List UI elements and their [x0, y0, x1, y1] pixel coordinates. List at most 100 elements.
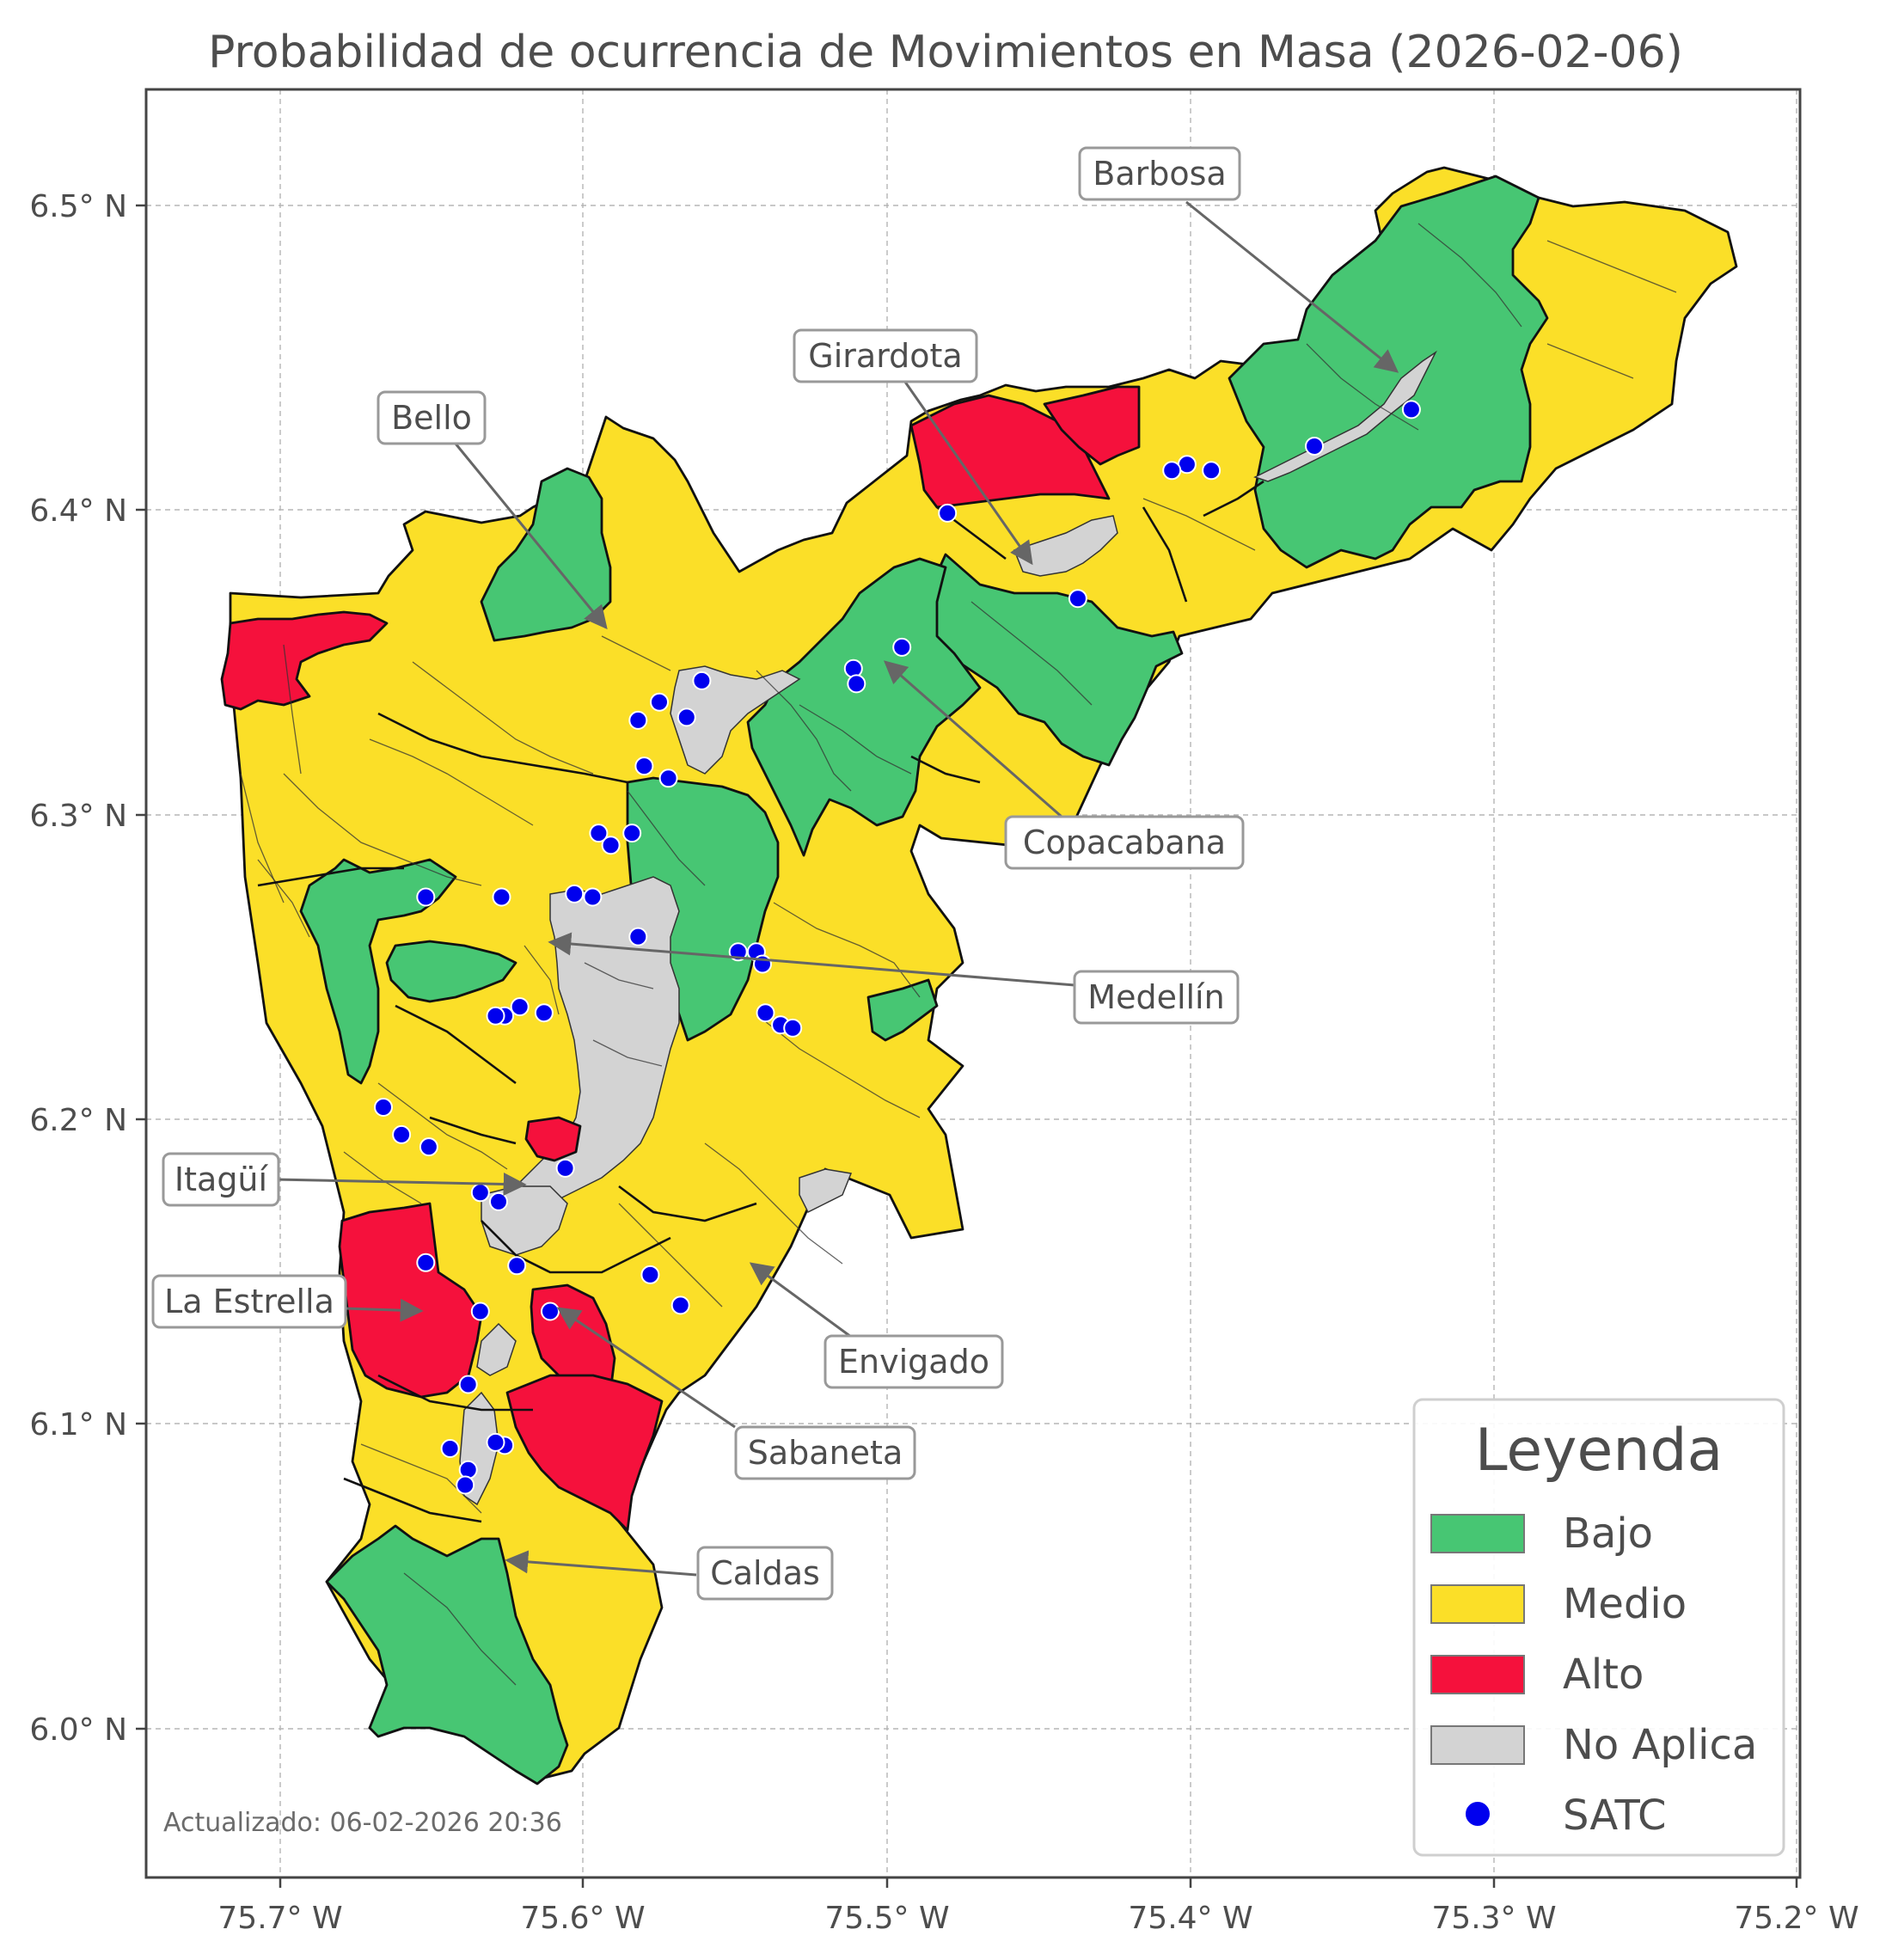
callout-label-sabaneta: Sabaneta [748, 1434, 903, 1472]
region-no-aplica-barbosa [1253, 350, 1437, 482]
legend-swatch-bajo [1430, 1514, 1525, 1553]
tick-marks [136, 204, 1798, 1888]
satc-station-marker [510, 997, 530, 1017]
region-bajo-w1 [299, 858, 457, 1085]
callout-caldas: Caldas [696, 1546, 834, 1601]
satc-station-marker [1305, 437, 1324, 456]
update-timestamp: Actualizado: 06-02-2026 20:36 [163, 1808, 562, 1838]
satc-station-marker [456, 1475, 475, 1495]
callout-la-estrella: La Estrella [151, 1274, 347, 1329]
y-tick-label: 6.4° N [29, 493, 127, 529]
satc-station-marker [628, 710, 648, 730]
satc-station-marker [634, 756, 654, 776]
satc-station-marker [489, 1191, 508, 1211]
x-tick-label: 75.4° W [1128, 1901, 1252, 1936]
x-tick-labels: 75.7° W 75.6° W 75.5° W 75.4° W 75.3° W … [217, 1901, 1858, 1936]
satc-station-marker [555, 1158, 575, 1178]
satc-station-marker [783, 1018, 803, 1038]
legend-swatch-no-aplica [1430, 1725, 1525, 1765]
satc-station-marker [756, 1003, 775, 1023]
legend-swatch-medio [1430, 1584, 1525, 1624]
satc-station-marker [440, 1439, 460, 1458]
legend: Leyenda Bajo Medio Alto No Aplica SATC [1412, 1398, 1785, 1857]
plot-frame [144, 88, 1802, 1879]
y-tick-label: 6.0° N [29, 1712, 127, 1748]
region-alto-itagui [524, 1116, 582, 1162]
region-no-aplica-lestrella [476, 1322, 517, 1376]
region-bajo-w2 [385, 940, 517, 1003]
x-tick-label: 75.3° W [1431, 1901, 1556, 1936]
callout-envigado: Envigado [824, 1334, 1004, 1389]
callout-barbosa: Barbosa [1078, 146, 1241, 201]
callout-label-medellin: Medellín [1087, 978, 1224, 1016]
callout-label-barbosa: Barbosa [1093, 155, 1226, 193]
subdivision-lines [240, 223, 1677, 1686]
satc-station-marker [470, 1183, 490, 1203]
satc-station-marker [628, 927, 648, 946]
satc-station-marker [1068, 589, 1087, 609]
y-tick-label: 6.3° N [29, 799, 127, 834]
legend-label-alto: Alto [1563, 1651, 1644, 1699]
satc-station-marker [938, 503, 958, 523]
callout-label-itagui: Itagüí [175, 1161, 269, 1198]
legend-label-medio: Medio [1563, 1580, 1687, 1628]
satc-station-marker [419, 1137, 438, 1157]
satc-station-marker [486, 1006, 505, 1026]
satc-station-marker [392, 1124, 412, 1144]
region-no-aplica-medellin [506, 876, 680, 1222]
satc-stations [374, 400, 1421, 1495]
callout-girardota: Girardota [793, 328, 978, 383]
x-tick-label: 75.6° W [520, 1901, 645, 1936]
satc-station-marker [458, 1375, 478, 1394]
legend-marker-satc [1464, 1800, 1491, 1828]
satc-station-marker [416, 887, 436, 907]
callout-label-caldas: Caldas [710, 1554, 820, 1592]
satc-station-marker [458, 1460, 478, 1479]
satc-station-marker [1202, 461, 1222, 481]
satc-station-marker [843, 658, 863, 678]
y-tick-labels: 6.5° N 6.4° N 6.3° N 6.2° N 6.1° N 6.0° … [29, 189, 127, 1748]
callout-label-girardota: Girardota [808, 337, 962, 375]
callout-labels: Barbosa Girardota Bello Copacabana Medel… [151, 146, 1245, 1601]
callout-bello: Bello [377, 390, 487, 445]
callout-label-envigado: Envigado [838, 1343, 989, 1381]
map-title: Probabilidad de ocurrencia de Movimiento… [208, 27, 1683, 78]
region-no-aplica-envigado [799, 1168, 853, 1214]
satc-station-marker [541, 1302, 560, 1321]
callouts [274, 200, 1399, 1577]
satc-station-marker [650, 692, 669, 712]
y-tick-label: 6.1° N [29, 1407, 127, 1442]
satc-station-marker [1162, 461, 1182, 481]
callout-itagui: Itagüí [162, 1152, 280, 1207]
satc-station-marker [622, 824, 642, 843]
satc-station-marker [534, 1003, 554, 1023]
satc-station-marker [492, 887, 511, 907]
satc-station-marker [583, 887, 603, 907]
legend-swatch-alto [1430, 1655, 1525, 1694]
y-tick-label: 6.2° N [29, 1103, 127, 1138]
x-tick-label: 75.2° W [1734, 1901, 1858, 1936]
satc-station-marker [486, 1432, 505, 1452]
satc-station-marker [677, 707, 696, 727]
satc-station-marker [692, 671, 712, 690]
region-alto-nw [220, 610, 389, 711]
legend-label-satc: SATC [1563, 1792, 1667, 1840]
satc-station-marker [507, 1256, 527, 1276]
satc-station-marker [416, 1253, 436, 1272]
x-tick-label: 75.5° W [824, 1901, 949, 1936]
satc-station-marker [601, 836, 621, 855]
satc-station-marker [470, 1302, 490, 1321]
satc-station-marker [847, 674, 866, 694]
region-no-aplica-girardota [1013, 515, 1118, 577]
x-tick-label: 75.7° W [217, 1901, 342, 1936]
region-bajo-caldas [325, 1524, 569, 1785]
satc-station-marker [892, 637, 912, 657]
legend-title: Leyenda [1475, 1417, 1724, 1485]
map-regions [220, 166, 1738, 1785]
callout-label-la-estrella: La Estrella [164, 1283, 334, 1320]
satc-station-marker [1401, 400, 1421, 420]
region-alto-barbosa [1043, 385, 1141, 466]
callout-label-bello: Bello [391, 399, 472, 437]
legend-label-bajo: Bajo [1563, 1510, 1653, 1558]
